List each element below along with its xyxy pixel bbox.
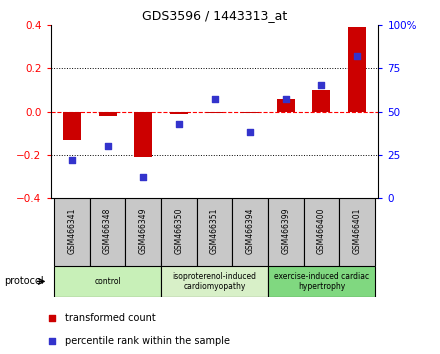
Text: GSM466348: GSM466348: [103, 207, 112, 254]
Text: GSM466349: GSM466349: [139, 207, 148, 254]
Bar: [54, 266, 161, 297]
Bar: [304, 198, 339, 266]
Text: GSM466400: GSM466400: [317, 207, 326, 254]
Text: GSM466351: GSM466351: [210, 207, 219, 254]
Text: transformed count: transformed count: [65, 313, 156, 323]
Point: [140, 175, 147, 180]
Text: GSM466341: GSM466341: [67, 207, 77, 254]
Point: [318, 82, 325, 88]
Bar: [241, 112, 259, 113]
Bar: [277, 98, 295, 112]
Text: GSM466401: GSM466401: [352, 207, 362, 254]
Point: [48, 315, 55, 321]
Bar: [99, 112, 117, 116]
Bar: [268, 198, 304, 266]
Bar: [197, 198, 232, 266]
Text: GSM466394: GSM466394: [246, 207, 255, 254]
Point: [104, 143, 111, 149]
Point: [282, 97, 289, 102]
Bar: [339, 198, 375, 266]
Bar: [232, 198, 268, 266]
Point: [353, 53, 360, 59]
Title: GDS3596 / 1443313_at: GDS3596 / 1443313_at: [142, 9, 287, 22]
Text: GSM466399: GSM466399: [281, 207, 290, 254]
Text: protocol: protocol: [4, 276, 44, 286]
Bar: [268, 266, 375, 297]
Text: isoproterenol-induced
cardiomyopathy: isoproterenol-induced cardiomyopathy: [172, 272, 257, 291]
Text: percentile rank within the sample: percentile rank within the sample: [65, 336, 230, 346]
Text: exercise-induced cardiac
hypertrophy: exercise-induced cardiac hypertrophy: [274, 272, 369, 291]
Bar: [54, 198, 90, 266]
Point: [211, 97, 218, 102]
Point: [176, 121, 183, 126]
Bar: [312, 90, 330, 112]
Bar: [125, 198, 161, 266]
Bar: [134, 112, 152, 157]
Text: GSM466350: GSM466350: [174, 207, 183, 254]
Bar: [63, 112, 81, 140]
Bar: [170, 112, 188, 114]
Bar: [161, 198, 197, 266]
Point: [69, 157, 76, 163]
Text: control: control: [94, 277, 121, 286]
Bar: [90, 198, 125, 266]
Bar: [161, 266, 268, 297]
Bar: [348, 27, 366, 112]
Bar: [205, 112, 224, 113]
Point: [246, 130, 253, 135]
Point: [48, 338, 55, 344]
